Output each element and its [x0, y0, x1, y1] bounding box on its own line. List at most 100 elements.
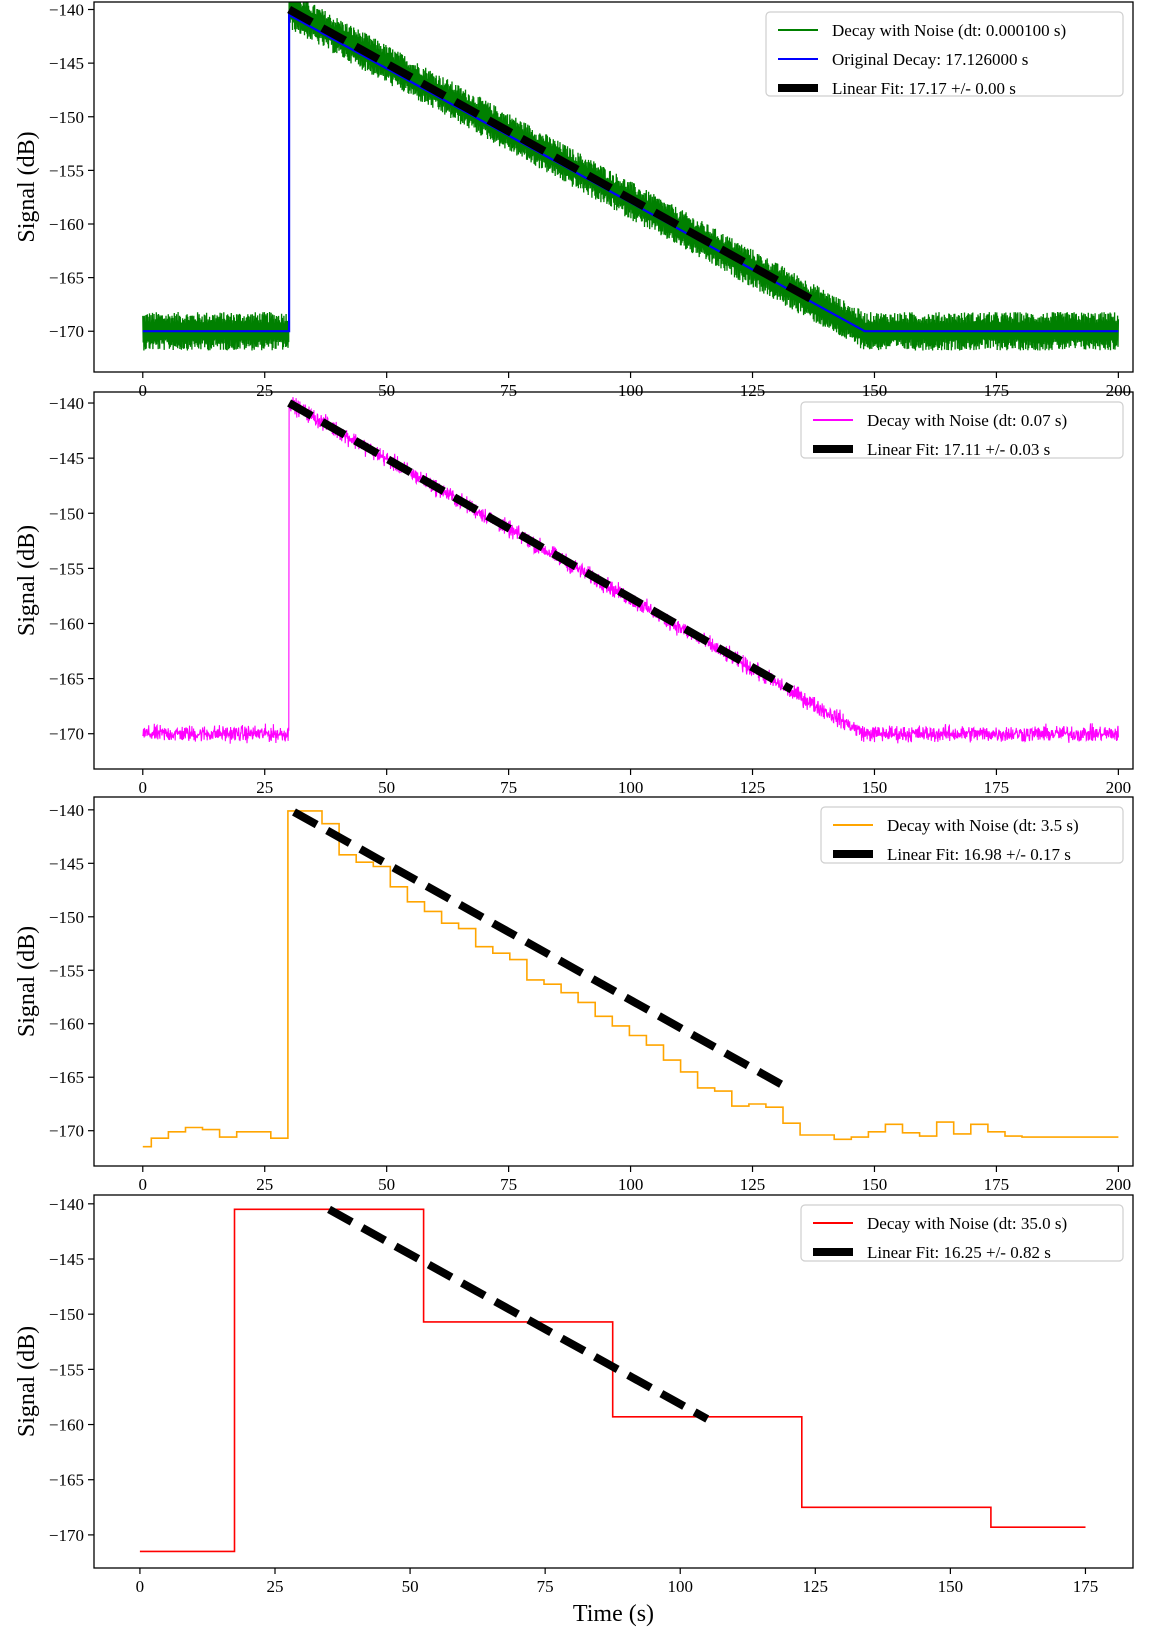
plot-area [142, 397, 1119, 744]
legend-entry-label: Linear Fit: 16.25 +/- 0.82 s [867, 1243, 1051, 1262]
x-tick-label: 0 [136, 1577, 145, 1596]
y-tick-label: −155 [49, 961, 84, 980]
legend-box [800, 1204, 1124, 1262]
x-tick-label: 50 [378, 778, 395, 797]
x-tick-label: 25 [256, 1175, 273, 1194]
y-axis-label: Signal (dB) [14, 1326, 40, 1437]
legend-box [765, 11, 1124, 97]
x-tick-label: 150 [862, 778, 888, 797]
x-tick-label: 100 [618, 1175, 644, 1194]
x-tick-label: 125 [740, 778, 766, 797]
x-tick-label: 100 [618, 381, 644, 400]
legend-entry-label: Decay with Noise (dt: 35.0 s) [867, 1214, 1067, 1233]
legend-entry-label: Original Decay: 17.126000 s [832, 50, 1028, 69]
series-original-decay [142, 13, 1119, 333]
x-tick-label: 125 [740, 381, 766, 400]
y-tick-label: −150 [49, 908, 84, 927]
y-tick-label: −145 [49, 1250, 84, 1269]
x-tick-label: 100 [618, 778, 644, 797]
series-noise-0-07 [142, 397, 1119, 744]
panel-1: 0 25 50 75 100 125 150 175 200 −140 −145 −150 −155 −1… [14, 1, 1134, 400]
y-tick-label: −155 [49, 161, 84, 180]
y-axis-label: Signal (dB) [14, 926, 40, 1037]
x-tick-label: 150 [862, 1175, 888, 1194]
x-tick-label: 100 [667, 1577, 693, 1596]
x-tick-label: 200 [1106, 381, 1132, 400]
y-tick-label: −145 [49, 449, 84, 468]
legend-entry-label: Decay with Noise (dt: 3.5 s) [887, 816, 1079, 835]
y-tick-label: −155 [49, 559, 84, 578]
x-tick-label: 75 [537, 1577, 554, 1596]
x-axis-label: Time (s) [573, 1601, 654, 1627]
x-tick-label: 150 [862, 381, 888, 400]
y-tick-label: −170 [49, 725, 84, 744]
axes-frame [93, 1, 1134, 373]
plot-area [142, 808, 1119, 1148]
legend: Decay with Noise (dt: 35.0 s) Linear Fit:… [800, 1204, 1124, 1262]
legend-entry-label: Decay with Noise (dt: 0.000100 s) [832, 21, 1066, 40]
y-axis-label: Signal (dB) [14, 525, 40, 636]
x-tick-label: 0 [139, 778, 148, 797]
x-tick-label: 0 [139, 381, 148, 400]
y-tick-label: −165 [49, 269, 84, 288]
x-tick-label: 25 [256, 381, 273, 400]
linear-fit-line [287, 399, 794, 694]
x-tick-label: 175 [984, 1175, 1010, 1194]
linear-fit-line [292, 808, 794, 1094]
x-tick-label: 175 [984, 381, 1010, 400]
y-tick-label: −145 [49, 854, 84, 873]
x-tick-label: 175 [984, 778, 1010, 797]
legend-entry-label: Linear Fit: 16.98 +/- 0.17 s [887, 845, 1071, 864]
legend-box [820, 806, 1124, 864]
axes-frame [93, 796, 1134, 1167]
x-tick-label: 25 [267, 1577, 284, 1596]
panel-3: 0 25 50 75 100 125 150 175 200 −140 −145 −150 −155 −1… [14, 796, 1134, 1194]
legend: Decay with Noise (dt: 3.5 s) Linear Fit: … [820, 806, 1124, 864]
y-tick-label: −165 [49, 1471, 84, 1490]
y-tick-label: −145 [49, 54, 84, 73]
y-tick-label: −140 [49, 801, 84, 820]
y-tick-label: −155 [49, 1360, 84, 1379]
y-tick-label: −165 [49, 670, 84, 689]
x-tick-label: 200 [1106, 1175, 1132, 1194]
y-tick-label: −160 [49, 1015, 84, 1034]
legend: Decay with Noise (dt: 0.000100 s) Origina… [765, 11, 1124, 98]
axes-frame [93, 1194, 1134, 1569]
y-tick-label: −150 [49, 108, 84, 127]
y-tick-label: −150 [49, 1305, 84, 1324]
x-tick-label: 75 [500, 778, 517, 797]
x-tick-label: 50 [378, 1175, 395, 1194]
panel-4: 0 25 50 75 100 125 150 175 −140 −145 −150 −155 −160 −… [14, 1194, 1134, 1627]
x-tick-label: 50 [378, 381, 395, 400]
legend: Decay with Noise (dt: 0.07 s) Linear Fit:… [800, 401, 1124, 459]
x-tick-label: 200 [1106, 778, 1132, 797]
x-tick-label: 0 [139, 1175, 148, 1194]
y-tick-label: −165 [49, 1068, 84, 1087]
x-tick-label: 175 [1073, 1577, 1099, 1596]
axes-frame [93, 391, 1134, 770]
y-tick-label: −170 [49, 1526, 84, 1545]
x-tick-label: 125 [740, 1175, 766, 1194]
legend-entry-label: Linear Fit: 17.17 +/- 0.00 s [832, 79, 1016, 98]
x-tick-label: 50 [402, 1577, 419, 1596]
plot-area [139, 1205, 1086, 1553]
y-tick-label: −170 [49, 322, 84, 341]
y-tick-label: −170 [49, 1122, 84, 1141]
panel-2: 0 25 50 75 100 125 150 175 200 −140 −145 −150 −155 −1… [14, 391, 1134, 797]
linear-fit-line [287, 6, 813, 303]
plot-area [142, 2, 1120, 351]
y-tick-label: −160 [49, 1416, 84, 1435]
y-tick-label: −140 [49, 394, 84, 413]
legend-box [800, 401, 1124, 459]
y-axis-label: Signal (dB) [14, 131, 40, 242]
x-tick-label: 150 [938, 1577, 964, 1596]
x-tick-label: 75 [500, 1175, 517, 1194]
series-step-2 [142, 810, 1119, 1148]
y-tick-label: −140 [49, 1195, 84, 1214]
x-tick-label: 125 [803, 1577, 829, 1596]
legend-entry-label: Linear Fit: 17.11 +/- 0.03 s [867, 440, 1050, 459]
y-tick-label: −160 [49, 614, 84, 633]
x-tick-label: 25 [256, 778, 273, 797]
linear-fit-line [327, 1205, 710, 1423]
